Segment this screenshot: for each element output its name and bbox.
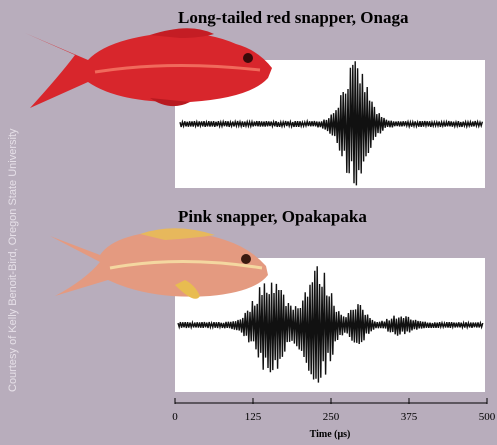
tick-label: 0 [172,411,178,423]
waveform [179,61,484,186]
tick-label: 250 [323,411,340,423]
x-axis: Time (μs) 0 125 250 375 500 [172,398,496,440]
panel-title: Pink snapper, Opakapaka [178,207,367,226]
tick-label: 500 [479,411,496,423]
waveform [177,266,484,383]
credit: Courtesy of Kelly Benoit-Bird, Oregon St… [7,128,19,392]
pink-snapper-illustration [50,228,268,299]
red-snapper-illustration [25,28,272,108]
tick-label: 125 [245,411,262,423]
waveform-group [179,61,484,186]
panel-title: Long-tailed red snapper, Onaga [178,8,409,27]
waveform-group [177,266,484,383]
axis-label: Time (μs) [310,429,351,440]
tick-label: 375 [401,411,418,423]
